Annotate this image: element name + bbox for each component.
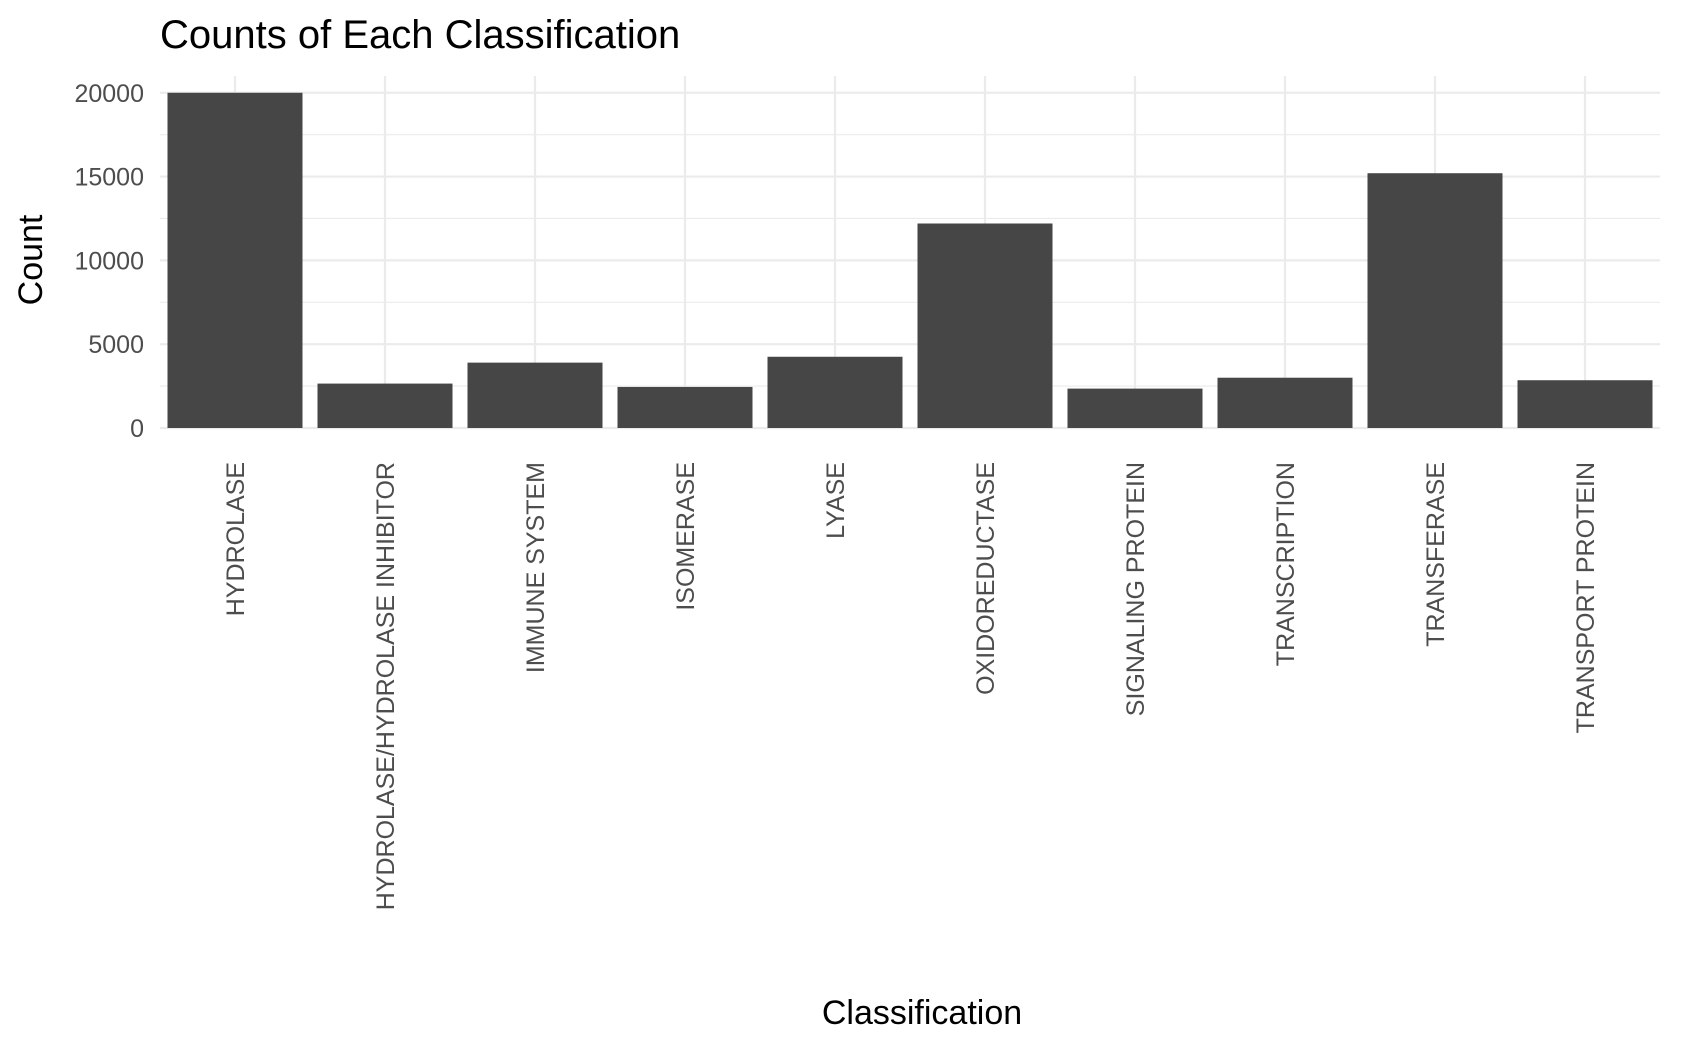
y-tick-label: 0 xyxy=(130,415,144,443)
bar xyxy=(617,386,753,428)
y-tick-label: 15000 xyxy=(74,164,144,192)
y-tick-label: 10000 xyxy=(74,247,144,275)
bar xyxy=(1517,380,1653,428)
x-axis-title: Classification xyxy=(822,994,1022,1032)
bar xyxy=(917,223,1053,428)
x-tick-label: SIGNALING PROTEIN xyxy=(1122,462,1150,716)
bar xyxy=(467,362,603,428)
x-tick-label: TRANSCRIPTION xyxy=(1272,462,1300,666)
x-tick-label: OXIDOREDUCTASE xyxy=(972,462,1000,695)
x-tick-label: IMMUNE SYSTEM xyxy=(522,462,550,673)
y-axis-title: Count xyxy=(12,214,50,305)
y-tick-label: 5000 xyxy=(88,331,144,359)
chart-title: Counts of Each Classification xyxy=(160,13,680,57)
bar xyxy=(1067,388,1203,428)
y-axis-ticks: 0 5000 10000 15000 20000 xyxy=(74,80,144,443)
bars xyxy=(167,92,1653,428)
x-tick-label: TRANSPORT PROTEIN xyxy=(1572,462,1600,733)
bar xyxy=(1217,377,1353,428)
bar xyxy=(1367,173,1503,428)
x-tick-label: TRANSFERASE xyxy=(1422,462,1450,647)
x-tick-label: HYDROLASE/HYDROLASE INHIBITOR xyxy=(372,462,400,910)
bar xyxy=(317,383,453,428)
x-tick-label: ISOMERASE xyxy=(672,462,700,611)
x-tick-label: LYASE xyxy=(822,462,850,539)
x-tick-label: HYDROLASE xyxy=(222,462,250,616)
bar xyxy=(767,356,903,428)
y-tick-label: 20000 xyxy=(74,80,144,108)
bar xyxy=(167,92,303,428)
x-axis-ticks: HYDROLASE HYDROLASE/HYDROLASE INHIBITOR IM… xyxy=(222,462,1600,910)
